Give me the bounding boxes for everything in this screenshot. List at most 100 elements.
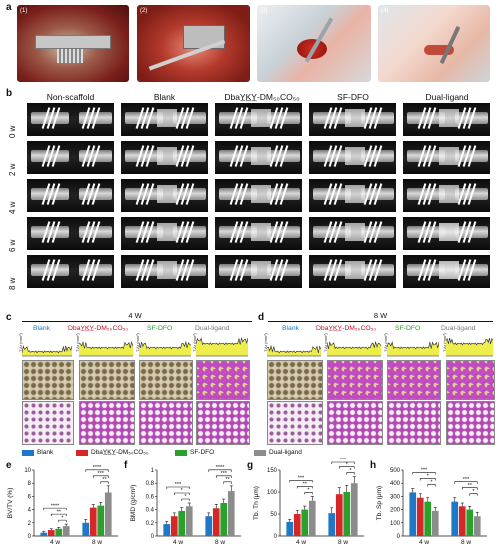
y-tick-label: 100: [267, 490, 278, 496]
y-tick-label: 0.2: [146, 521, 155, 527]
panel-d-rule: [268, 321, 493, 322]
histogram-plot: [79, 340, 133, 357]
significance-label: ***: [98, 471, 105, 477]
bar: [458, 506, 466, 536]
legend-label-blank: Blank: [37, 449, 54, 456]
x-tick-label: 4 w: [296, 539, 306, 546]
xray-row-label: 2 w: [8, 163, 17, 176]
bar: [301, 509, 309, 536]
bar: [40, 532, 48, 536]
significance-bracket: [461, 487, 478, 490]
histogram-plot: [22, 345, 72, 357]
panel-c-group-blank: Blank: [33, 325, 51, 332]
histogram-plot: [267, 344, 321, 357]
xray-image: [121, 217, 208, 250]
y-tick-label: 0: [274, 534, 278, 540]
microct-image: [139, 360, 193, 400]
bar: [62, 526, 70, 536]
significance-label: **: [102, 477, 107, 483]
bar: [163, 524, 171, 536]
panel-label-c: c: [6, 312, 12, 323]
xray-image: [309, 217, 396, 250]
significance-bracket: [419, 478, 436, 481]
legend-swatch-dual: [254, 450, 266, 456]
bar: [308, 500, 316, 536]
xray-image: [403, 103, 490, 136]
histogram-plot: [387, 340, 439, 357]
significance-bracket: [223, 481, 232, 484]
histology-image: [387, 401, 441, 445]
significance-label: ***: [175, 482, 182, 488]
y-tick-label: 0.8: [146, 481, 155, 487]
significance-label: ****: [216, 465, 225, 471]
y-tick-label: 500: [390, 468, 401, 474]
significance-bracket: [215, 475, 232, 478]
panel-d-group-dual: Dual-ligand: [441, 325, 476, 332]
xray-row-label: 0 w: [8, 125, 17, 138]
histology-image: [446, 401, 495, 445]
panel-c-group-dual: Dual-ligand: [195, 325, 230, 332]
bar: [104, 492, 112, 536]
x-tick-label: 4 w: [419, 539, 429, 546]
legend-swatch-dbaykY: [76, 450, 88, 456]
significance-bracket: [92, 475, 109, 478]
scale-bar-label: 6 mm: [468, 292, 481, 298]
photo-label: (4): [381, 8, 389, 14]
y-tick-label: 8: [28, 481, 32, 487]
significance-bracket: [469, 493, 478, 496]
y-tick-label: 200: [390, 508, 401, 514]
histogram-plot: [139, 340, 191, 357]
bar: [424, 501, 432, 536]
x-tick-label: 4 w: [50, 539, 60, 546]
bar: [89, 507, 97, 536]
microct-image: [327, 360, 383, 400]
x-tick-label: 8 w: [92, 539, 102, 546]
bar: [220, 503, 228, 536]
legend-swatch-sfdfo: [175, 450, 187, 456]
significance-label: **: [468, 483, 473, 489]
bar: [185, 506, 193, 536]
bar: [466, 509, 474, 536]
significance-bracket: [85, 469, 109, 472]
photo-label: (2): [140, 8, 148, 14]
y-axis-title: Tb. Sp (μm): [376, 486, 383, 520]
y-tick-label: 400: [390, 481, 401, 487]
significance-bracket: [58, 519, 67, 523]
microct-image: [387, 360, 441, 400]
xray-image: [309, 255, 396, 288]
y-tick-label: 4: [28, 508, 32, 514]
y-axis-title: Tb. Th (μm): [253, 486, 260, 520]
significance-bracket: [331, 461, 355, 464]
significance-label: *: [184, 494, 187, 500]
bar: [227, 491, 235, 536]
significance-bracket: [296, 486, 313, 489]
histology-image: [196, 401, 250, 445]
x-tick-label: 8 w: [215, 539, 225, 546]
xray-image: [403, 217, 490, 250]
xray-image: [121, 103, 208, 136]
x-tick-label: 8 w: [338, 539, 348, 546]
significance-bracket: [43, 507, 67, 511]
significance-bracket: [208, 469, 232, 472]
x-tick-label: 8 w: [461, 539, 471, 546]
xray-row-label: 6 w: [8, 239, 17, 252]
microct-image: [79, 360, 135, 400]
microct-image: [446, 360, 495, 400]
bar: [212, 508, 220, 536]
y-tick-label: 50: [270, 512, 277, 518]
xray-image: [309, 179, 396, 212]
xray-image: [215, 255, 302, 288]
xray-image: [121, 255, 208, 288]
xray-image: [27, 217, 114, 250]
xray-image: [215, 217, 302, 250]
significance-bracket: [454, 481, 478, 484]
panel-label-d: d: [258, 312, 265, 323]
bar: [335, 494, 343, 536]
bar: [350, 483, 358, 536]
significance-label: ***: [463, 477, 470, 483]
significance-label: ****: [93, 465, 102, 471]
significance-bracket: [346, 472, 355, 475]
xray-image: [403, 179, 490, 212]
histogram-plot: [446, 337, 493, 357]
